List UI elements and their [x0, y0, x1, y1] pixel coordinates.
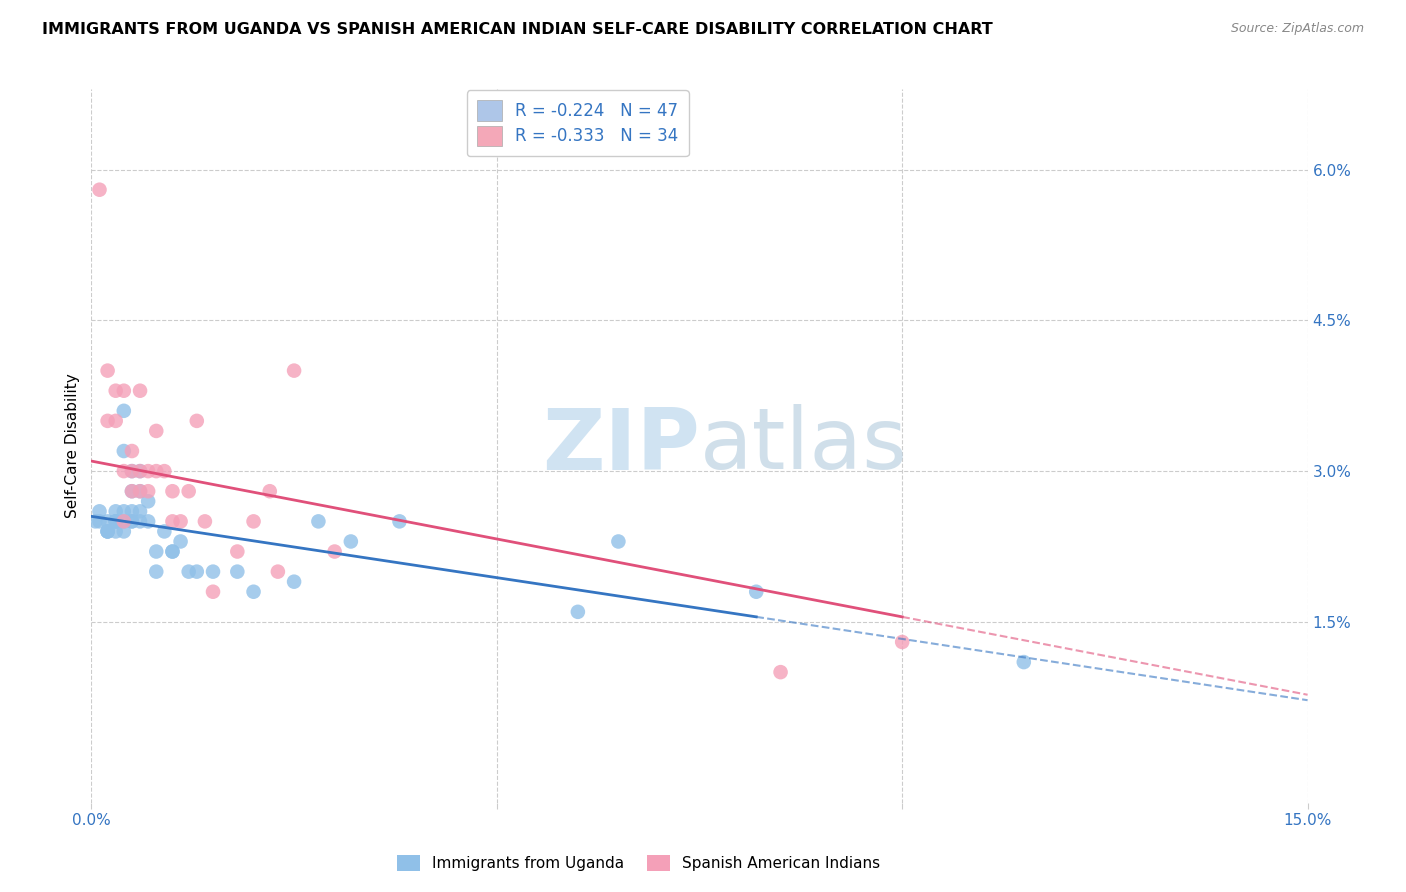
Point [121, 484, 143, 499]
Point [242, 584, 264, 599]
Text: IMMIGRANTS FROM UGANDA VS SPANISH AMERICAN INDIAN SELF-CARE DISABILITY CORRELATI: IMMIGRANTS FROM UGANDA VS SPANISH AMERIC… [42, 22, 993, 37]
Point [104, 515, 127, 529]
Point [121, 464, 143, 478]
Point [97, 524, 120, 539]
Point [84, 515, 107, 529]
Point [136, 464, 159, 478]
Point [104, 524, 127, 539]
Point [136, 494, 159, 508]
Point [307, 515, 329, 529]
Point [136, 484, 159, 499]
Point [97, 363, 120, 377]
Point [104, 515, 127, 529]
Point [177, 565, 200, 579]
Point [242, 515, 264, 529]
Point [97, 524, 120, 539]
Point [323, 544, 346, 558]
Point [186, 414, 208, 428]
Point [226, 544, 249, 558]
Point [567, 605, 589, 619]
Point [283, 574, 305, 589]
Point [104, 414, 127, 428]
Point [97, 524, 120, 539]
Y-axis label: Self-Care Disability: Self-Care Disability [65, 374, 80, 518]
Point [129, 464, 152, 478]
Point [112, 515, 135, 529]
Point [145, 464, 167, 478]
Point [129, 464, 152, 478]
Point [169, 515, 191, 529]
Point [745, 584, 768, 599]
Point [89, 504, 111, 518]
Point [162, 544, 184, 558]
Point [891, 635, 914, 649]
Point [121, 464, 143, 478]
Point [145, 565, 167, 579]
Point [104, 515, 127, 529]
Point [177, 484, 200, 499]
Point [283, 363, 305, 377]
Text: atlas: atlas [699, 404, 907, 488]
Point [112, 524, 135, 539]
Point [112, 404, 135, 418]
Point [194, 515, 217, 529]
Point [121, 515, 143, 529]
Point [129, 484, 152, 499]
Point [112, 515, 135, 529]
Point [121, 444, 143, 458]
Point [129, 484, 152, 499]
Point [153, 464, 176, 478]
Point [129, 384, 152, 398]
Point [136, 515, 159, 529]
Point [202, 565, 225, 579]
Point [162, 544, 184, 558]
Point [97, 414, 120, 428]
Point [129, 515, 152, 529]
Point [202, 584, 225, 599]
Point [162, 515, 184, 529]
Point [89, 515, 111, 529]
Point [104, 384, 127, 398]
Point [259, 484, 281, 499]
Point [169, 534, 191, 549]
Point [186, 565, 208, 579]
Point [112, 384, 135, 398]
Point [112, 464, 135, 478]
Point [153, 524, 176, 539]
Point [112, 444, 135, 458]
Point [226, 565, 249, 579]
Point [121, 515, 143, 529]
Point [162, 484, 184, 499]
Point [97, 515, 120, 529]
Point [1012, 655, 1035, 669]
Point [145, 424, 167, 438]
Point [129, 504, 152, 518]
Text: Source: ZipAtlas.com: Source: ZipAtlas.com [1230, 22, 1364, 36]
Point [89, 183, 111, 197]
Point [112, 504, 135, 518]
Point [388, 515, 411, 529]
Point [104, 504, 127, 518]
Point [121, 504, 143, 518]
Legend: Immigrants from Uganda, Spanish American Indians: Immigrants from Uganda, Spanish American… [391, 849, 887, 877]
Point [145, 544, 167, 558]
Point [769, 665, 792, 680]
Text: ZIP: ZIP [541, 404, 699, 488]
Point [607, 534, 630, 549]
Point [340, 534, 363, 549]
Point [121, 484, 143, 499]
Point [267, 565, 290, 579]
